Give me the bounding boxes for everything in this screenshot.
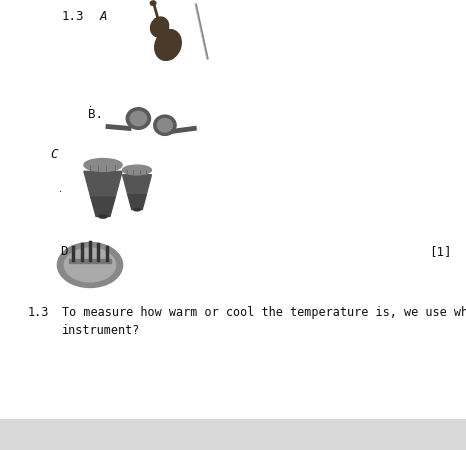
Text: .: .: [58, 185, 63, 194]
Text: instrument?: instrument?: [62, 324, 140, 337]
Ellipse shape: [130, 111, 146, 126]
Ellipse shape: [155, 30, 181, 60]
Polygon shape: [84, 171, 122, 197]
Text: C: C: [50, 148, 57, 161]
Polygon shape: [123, 175, 151, 195]
Text: A: A: [100, 10, 108, 23]
Text: 1.3: 1.3: [62, 10, 84, 23]
Bar: [0, 418, 466, 450]
Polygon shape: [91, 197, 115, 216]
Ellipse shape: [99, 215, 107, 218]
Text: [1]: [1]: [430, 245, 452, 258]
Ellipse shape: [158, 118, 172, 132]
Polygon shape: [128, 195, 146, 210]
Ellipse shape: [151, 17, 169, 37]
Ellipse shape: [123, 165, 151, 175]
Text: .: .: [88, 100, 93, 109]
Text: To measure how warm or cool the temperature is, we use which: To measure how warm or cool the temperat…: [62, 306, 466, 319]
Ellipse shape: [154, 115, 176, 135]
Ellipse shape: [64, 248, 116, 282]
Bar: [69, 259, 111, 263]
Text: 1.3: 1.3: [28, 306, 49, 319]
Text: D.: D.: [60, 245, 75, 258]
Ellipse shape: [57, 243, 123, 288]
Text: B.: B.: [88, 108, 103, 121]
Ellipse shape: [84, 158, 122, 171]
Ellipse shape: [126, 108, 151, 129]
Ellipse shape: [151, 1, 156, 5]
Ellipse shape: [134, 208, 140, 211]
